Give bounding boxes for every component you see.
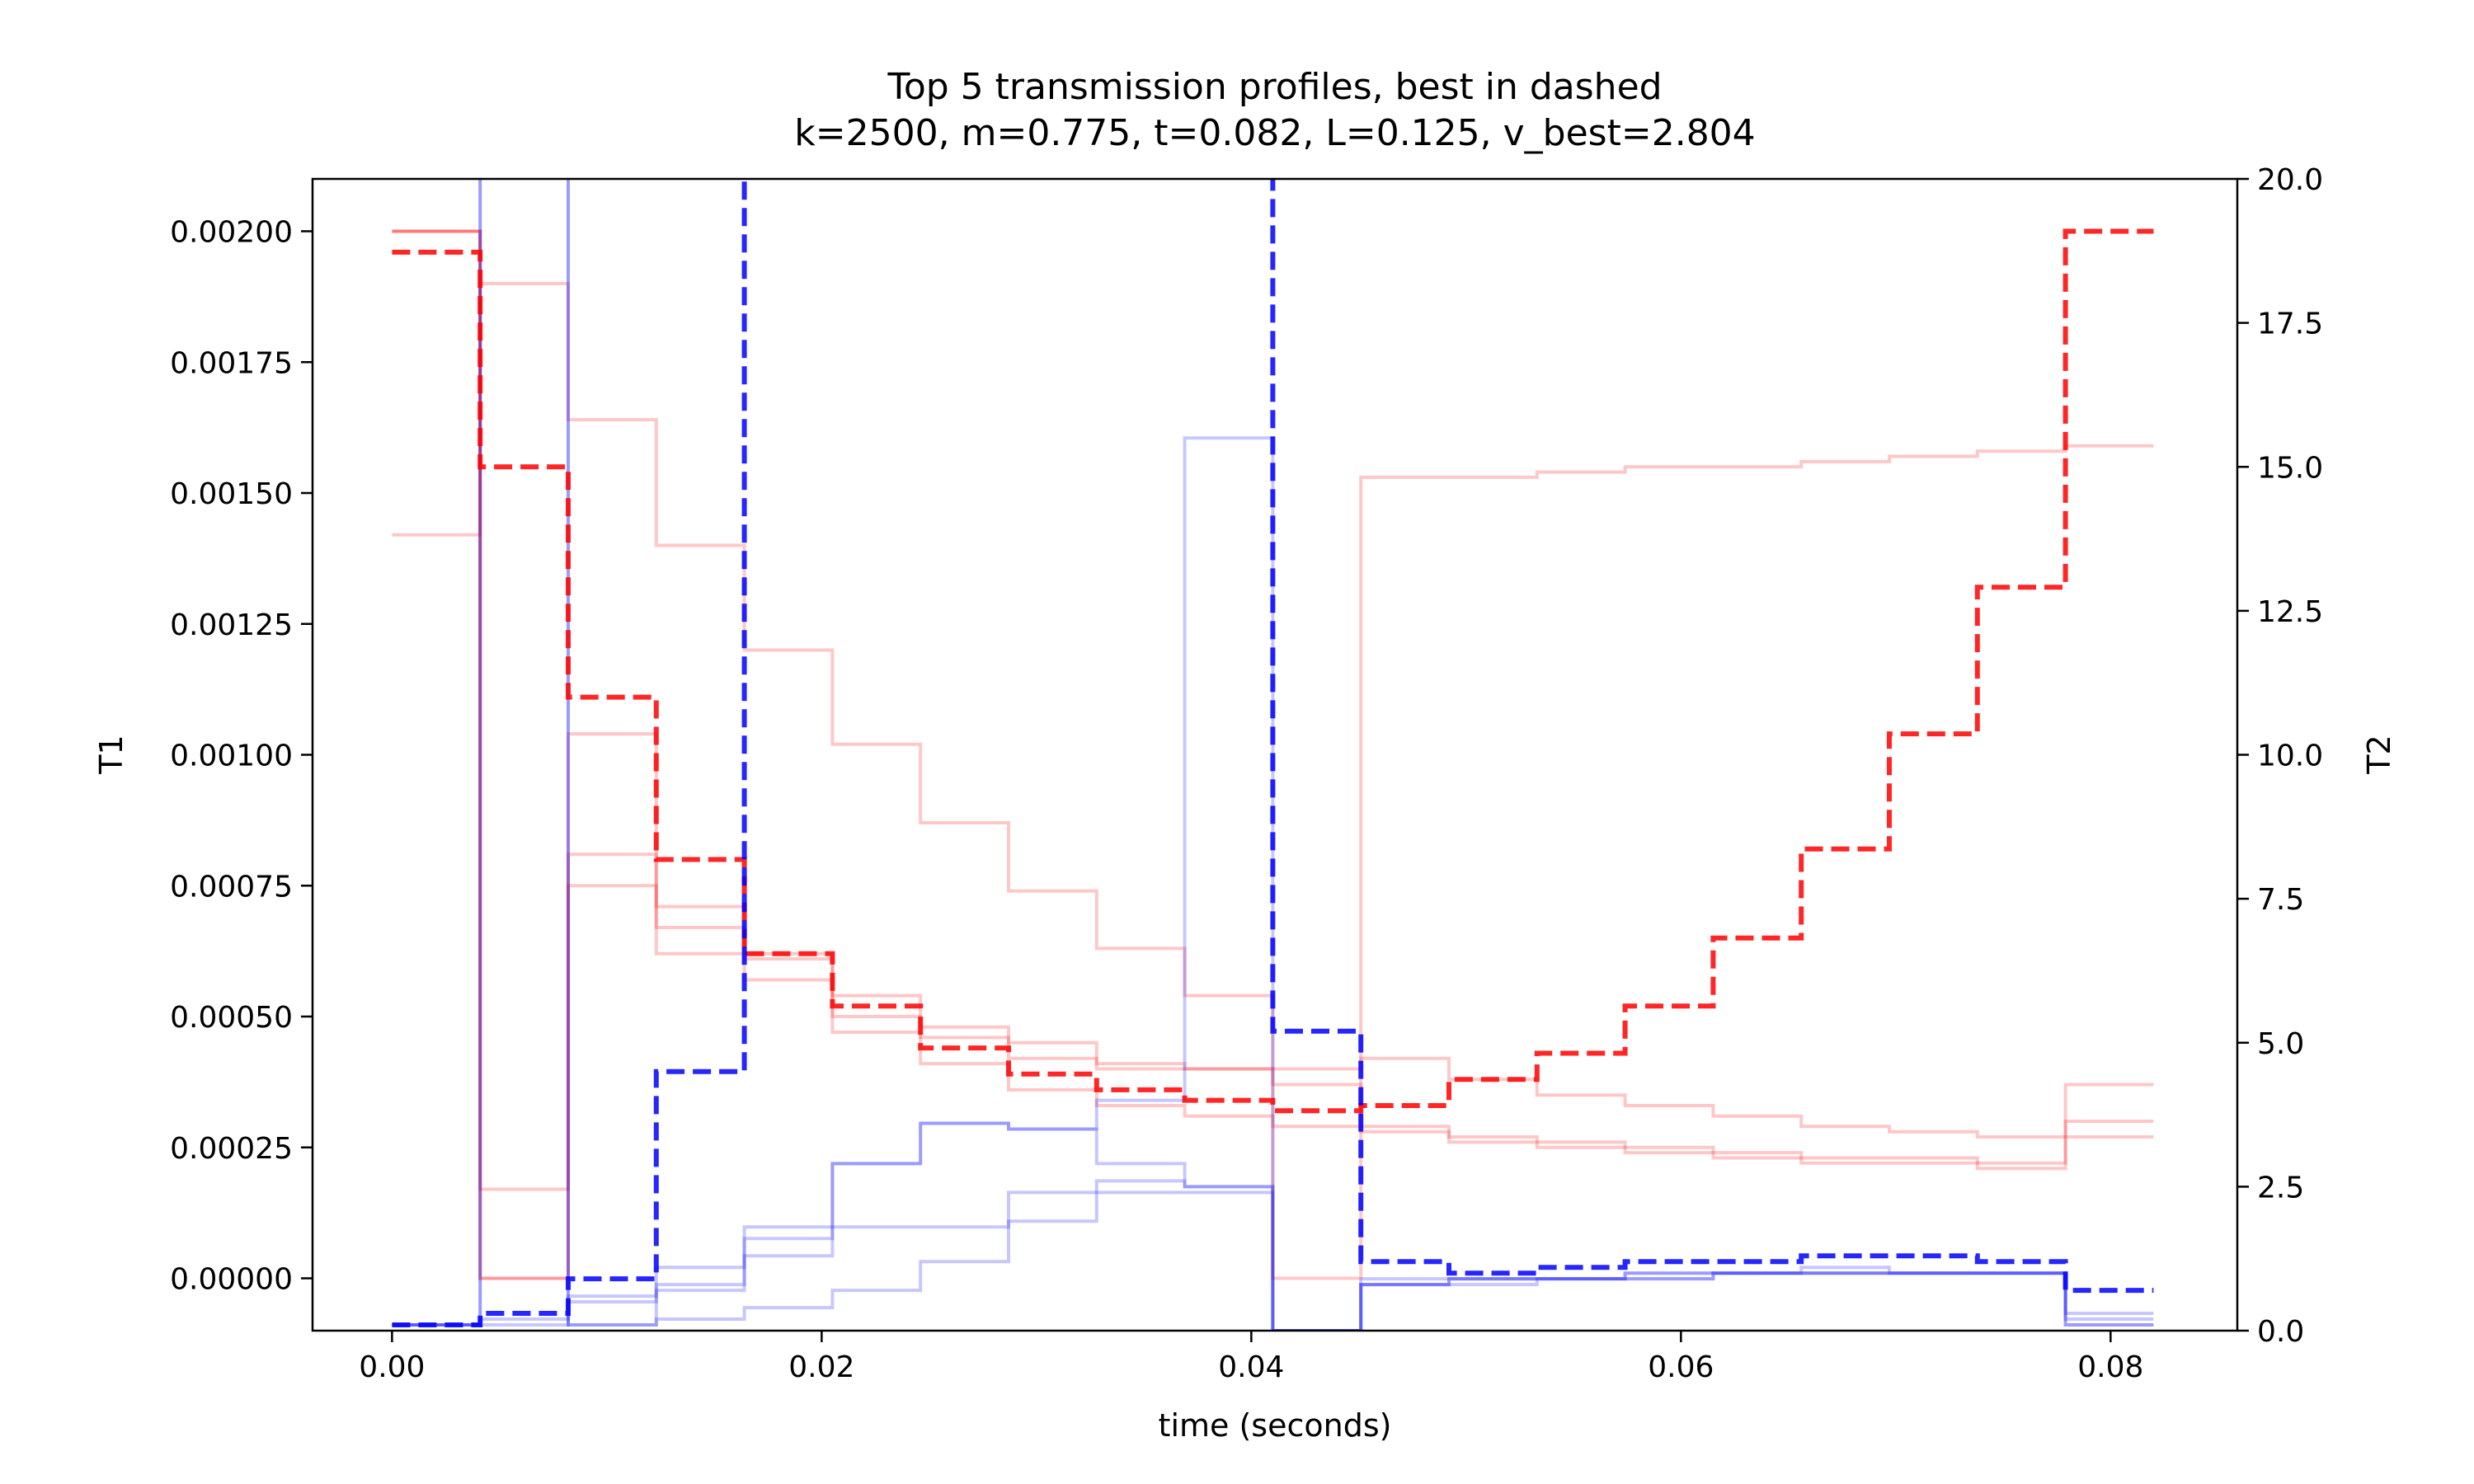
x-tick-label: 0.06 — [1648, 1350, 1714, 1384]
chart-subtitle: k=2500, m=0.775, t=0.082, L=0.125, v_bes… — [794, 112, 1755, 154]
y-left-tick-label: 0.00125 — [170, 608, 293, 642]
y-right-tick-label: 17.5 — [2257, 308, 2323, 341]
plot-area — [311, 177, 2239, 1332]
y-right-tick-label: 2.5 — [2257, 1171, 2304, 1205]
t1-series-candidate-3 — [392, 229, 2154, 1191]
y-left-tick-label: 0.00000 — [170, 1263, 293, 1297]
y-right-tick-label: 0.0 — [2257, 1315, 2304, 1349]
t2-series-candidate-6 — [392, 179, 2154, 1331]
y-right-tick-label: 20.0 — [2257, 163, 2323, 197]
y-left-tick-label: 0.00100 — [170, 740, 293, 773]
x-tick-label: 0.02 — [788, 1350, 854, 1384]
y-right-tick-label: 15.0 — [2257, 451, 2323, 485]
x-tick-label: 0.04 — [1218, 1350, 1284, 1384]
y-right-tick-label: 5.0 — [2257, 1027, 2304, 1061]
y-left-tick-label: 0.00050 — [170, 1001, 293, 1035]
y-right-tick-label: 12.5 — [2257, 595, 2323, 629]
y-axis-left: 0.00000 0.00025 0.00050 0.00075 0.00100 0.001… — [170, 216, 313, 1297]
x-tick-label: 0.00 — [359, 1350, 425, 1384]
x-tick-label: 0.08 — [2077, 1350, 2143, 1384]
t2-series-best — [392, 179, 2154, 1327]
chart-title: Top 5 transmission profiles, best in das… — [887, 66, 1662, 108]
y-right-tick-label: 10.0 — [2257, 740, 2323, 773]
x-axis: 0.00 0.02 0.04 0.06 0.08 — [359, 1331, 2143, 1384]
y-left-tick-label: 0.00175 — [170, 346, 293, 380]
t2-series-candidate-7 — [392, 1121, 2154, 1331]
y-axis-right-label: T2 — [2361, 735, 2397, 774]
t1-series-candidate-4 — [392, 229, 2154, 1280]
y-left-tick-label: 0.00200 — [170, 216, 293, 250]
y-axis-right: 0.0 2.5 5.0 7.5 10.0 12.5 15.0 17.5 20.0 — [2237, 163, 2323, 1349]
t2-series-candidate-8 — [392, 1190, 2154, 1331]
t1-series-best — [392, 228, 2154, 1114]
y-left-tick-label: 0.00075 — [170, 870, 293, 904]
t2-series-candidate-9 — [392, 179, 2154, 1331]
x-axis-label: time (seconds) — [1159, 1407, 1392, 1444]
y-axis-left-label: T1 — [93, 735, 129, 774]
t1-series-candidate-2 — [392, 282, 2154, 1280]
y-right-tick-label: 7.5 — [2257, 883, 2304, 917]
t1-series-candidate-1 — [392, 229, 2154, 1280]
y-left-tick-label: 0.00025 — [170, 1132, 293, 1166]
y-left-tick-label: 0.00150 — [170, 477, 293, 511]
